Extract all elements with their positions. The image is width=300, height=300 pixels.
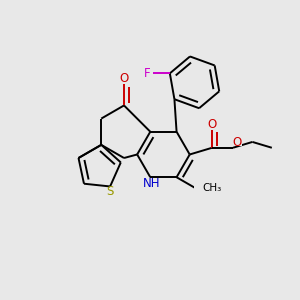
Text: S: S: [106, 185, 114, 198]
Text: CH₃: CH₃: [202, 183, 221, 193]
FancyBboxPatch shape: [120, 75, 128, 82]
Text: NH: NH: [143, 177, 160, 190]
FancyBboxPatch shape: [194, 184, 210, 192]
FancyBboxPatch shape: [146, 180, 158, 188]
Text: O: O: [208, 118, 217, 131]
Text: O: O: [233, 136, 242, 149]
FancyBboxPatch shape: [233, 139, 242, 146]
FancyBboxPatch shape: [106, 188, 115, 196]
FancyBboxPatch shape: [208, 121, 216, 128]
FancyBboxPatch shape: [143, 70, 152, 77]
Text: F: F: [144, 67, 151, 80]
Text: O: O: [119, 72, 129, 86]
